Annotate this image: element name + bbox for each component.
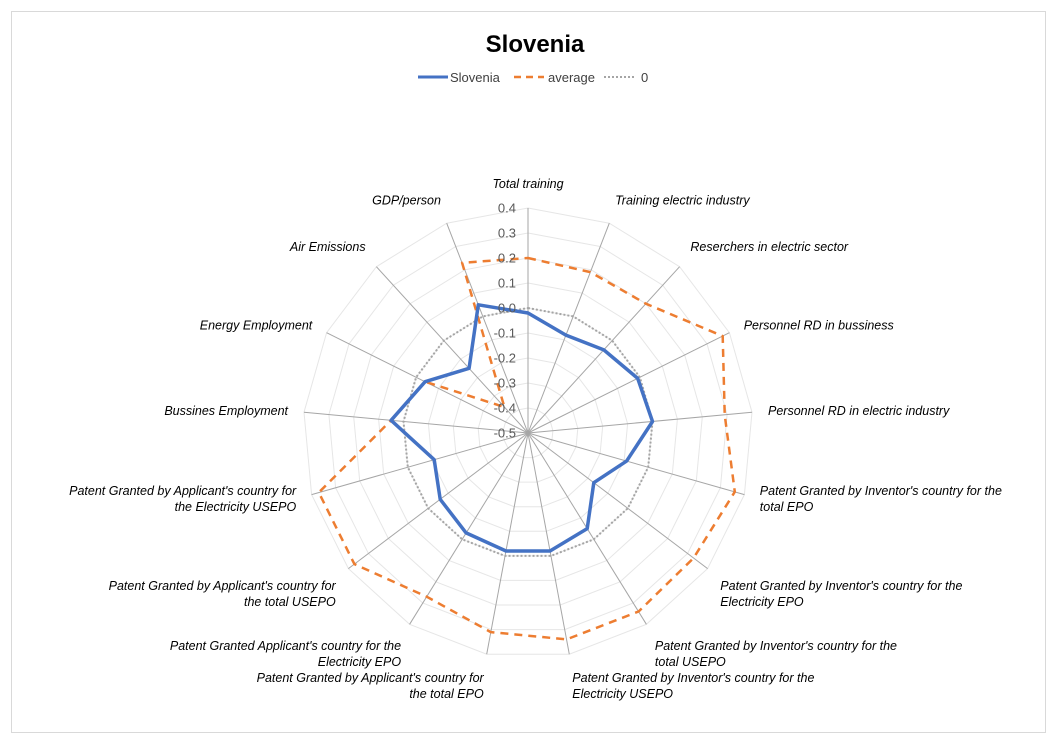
category-label: Patent Granted by Inventor's country for… [572,671,814,701]
series-line-average [317,256,737,641]
grid-ring [452,357,604,508]
category-label-line: Training electric industry [615,193,750,207]
category-label-line: Reserchers in electric sector [690,240,849,254]
tick-label: -0.3 [494,376,516,391]
spoke [527,332,730,434]
category-label-line: Bussines Employment [164,404,288,418]
category-label-line: Patent Granted by Inventor's country for… [760,484,1002,498]
category-label-line: Electricity EPO [720,595,804,609]
radar-spokes [303,208,753,655]
grid-ring [427,332,629,532]
category-label: Patent Granted by Inventor's country for… [760,484,1002,514]
grid-ring [303,207,753,655]
category-label-line: Personnel RD in bussiness [744,319,894,333]
spoke [303,411,529,434]
category-label-line: Energy Employment [200,319,313,333]
legend-label-average: average [548,70,595,85]
category-label-line: the Electricity USEPO [175,500,297,514]
series-layer [317,256,737,641]
category-label: Reserchers in electric sector [690,240,849,254]
category-label: Patent Granted by Applicant's country fo… [109,579,337,609]
grid-ring [502,407,554,459]
category-labels: Total training Training electric industry… [69,177,1002,701]
category-label: Energy Employment [200,319,313,333]
category-label-line: Patent Granted by Inventor's country for… [572,671,814,685]
category-label-line: Patent Granted by Applicant's country fo… [69,484,297,498]
category-label-line: total EPO [760,500,814,514]
category-label: Total training [492,177,563,191]
spoke [376,266,529,434]
tick-label: 0.3 [498,226,516,241]
spoke [446,223,529,434]
radar-grid [303,207,753,655]
grid-ring [328,232,728,631]
category-label: GDP/person [372,193,441,207]
spoke [409,432,529,625]
category-label-line: Patent Granted by Inventor's country for… [720,579,962,593]
category-label: Patent Granted by Applicant's country fo… [69,484,297,514]
category-label-line: Patent Granted Applicant's country for t… [170,639,401,653]
legend: Slovenia average 0 [418,70,648,85]
tick-label: 0.1 [498,276,516,291]
category-label: Personnel RD in bussiness [744,319,894,333]
tick-label: -0.5 [494,426,516,441]
category-label-line: the total USEPO [244,595,336,609]
spoke [348,432,529,569]
category-label-line: Patent Granted by Applicant's country fo… [257,671,485,685]
category-label: Patent Granted by Inventor's country for… [720,579,962,609]
legend-label-zero: 0 [641,70,648,85]
category-label-line: the total EPO [409,687,484,701]
spoke [486,432,529,655]
spoke [527,223,610,434]
spoke [527,411,753,434]
legend-label-slovenia: Slovenia [450,70,501,85]
category-label-line: Air Emissions [289,240,366,254]
category-label-line: Electricity USEPO [572,687,673,701]
grid-ring [402,307,654,557]
category-label-line: GDP/person [372,193,441,207]
spoke [527,432,745,496]
tick-label: -0.2 [494,351,516,366]
grid-ring [353,257,703,606]
category-label-line: total USEPO [655,655,726,669]
tick-label: 0.4 [498,201,516,216]
category-label: Bussines Employment [164,404,288,418]
category-label-line: Total training [492,177,563,191]
category-label: Personnel RD in electric industry [768,404,950,418]
spoke [311,432,529,496]
category-label: Air Emissions [289,240,366,254]
category-label: Patent Granted by Inventor's country for… [655,639,897,669]
tick-label: 0.0 [498,301,516,316]
chart-title: Slovenia [486,31,585,58]
tick-label: -0.1 [494,326,516,341]
radial-axis-ticks: 0.4 0.3 0.2 0.1 0.0 -0.1 -0.2 -0.3 -0.4 -0.5 [494,201,516,441]
category-label-line: Patent Granted by Applicant's country fo… [109,579,337,593]
category-label: Training electric industry [615,193,750,207]
series-line-slovenia [389,303,655,553]
spoke [527,432,570,655]
grid-ring [477,382,579,483]
spoke [527,432,708,569]
category-label: Patent Granted Applicant's country for t… [170,639,402,669]
tick-label: -0.4 [494,401,516,416]
tick-label: 0.2 [498,251,516,266]
grid-ring [378,282,678,581]
category-label-line: Electricity EPO [318,655,402,669]
category-label-line: Personnel RD in electric industry [768,404,950,418]
category-label: Patent Granted by Applicant's country fo… [257,671,485,701]
category-label-line: Patent Granted by Inventor's country for… [655,639,897,653]
